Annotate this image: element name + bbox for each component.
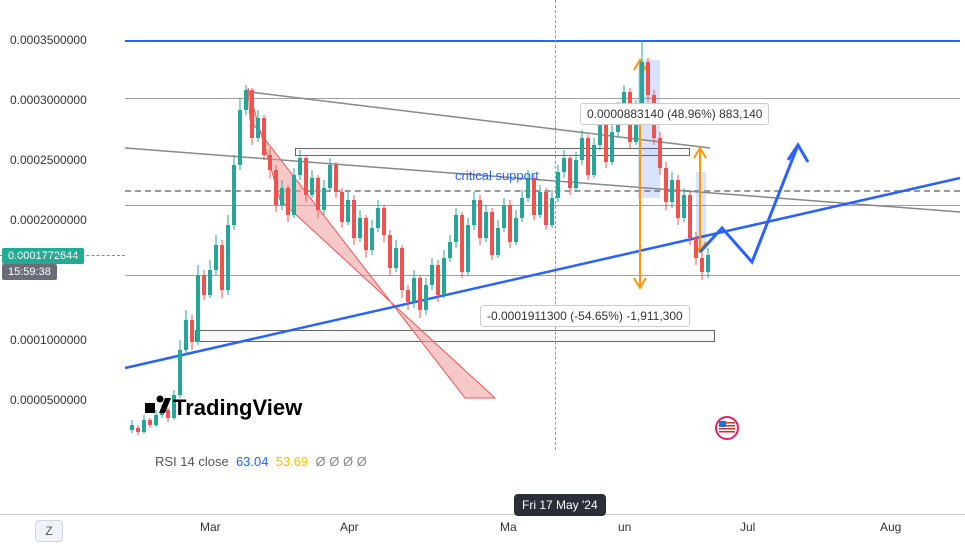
measure-label-up[interactable]: 0.0000883140 (48.96%) 883,140 (580, 103, 769, 125)
y-label: 0.0000500000 (10, 393, 87, 407)
zone-box[interactable] (195, 330, 715, 342)
crosshair-vertical (555, 0, 556, 450)
y-label: 0.0001000000 (10, 333, 87, 347)
zone-box[interactable] (295, 148, 690, 156)
tradingview-logo: TradingView (145, 395, 302, 421)
tradingview-icon (145, 395, 171, 421)
rsi-value-2: 53.69 (276, 454, 309, 469)
y-label: 0.0003000000 (10, 93, 87, 107)
x-label: un (618, 520, 631, 534)
rsi-label: RSI 14 close (155, 454, 229, 469)
y-label: 0.0002000000 (10, 213, 87, 227)
flag-icon[interactable] (715, 416, 739, 440)
hline[interactable] (125, 98, 960, 99)
hline-dash[interactable] (125, 190, 960, 192)
x-label: Aug (880, 520, 901, 534)
x-axis: Mar Apr Ma un Jul Aug (0, 514, 965, 539)
annotation-critical-support[interactable]: critical support (455, 168, 539, 183)
price-line-dash (0, 255, 125, 256)
resistance-line[interactable] (125, 40, 960, 42)
measure-box[interactable] (638, 60, 660, 198)
price-chart[interactable]: 0.0003500000 0.0003000000 0.0002500000 0… (0, 0, 965, 450)
rsi-indicator[interactable]: RSI 14 close 63.04 53.69 Ø Ø Ø Ø (155, 454, 367, 469)
x-label: Mar (200, 520, 221, 534)
chart-svg (0, 0, 965, 450)
hline[interactable] (125, 275, 960, 276)
hline[interactable] (125, 205, 960, 206)
x-label: Apr (340, 520, 359, 534)
zoom-button[interactable]: Z (35, 520, 63, 542)
countdown-badge: 15:59:38 (2, 264, 57, 280)
x-label: Ma (500, 520, 517, 534)
y-label: 0.0003500000 (10, 33, 87, 47)
date-tooltip: Fri 17 May '24 (514, 494, 606, 516)
measure-label-down[interactable]: -0.0001911300 (-54.65%) -1,911,300 (480, 305, 690, 327)
rsi-value-1: 63.04 (236, 454, 269, 469)
measure-box[interactable] (696, 172, 706, 250)
tradingview-text: TradingView (173, 395, 302, 421)
y-label: 0.0002500000 (10, 153, 87, 167)
current-price-badge: 0.0001772644 (2, 248, 84, 264)
x-label: Jul (740, 520, 755, 534)
rsi-nulls: Ø Ø Ø Ø (316, 454, 367, 469)
